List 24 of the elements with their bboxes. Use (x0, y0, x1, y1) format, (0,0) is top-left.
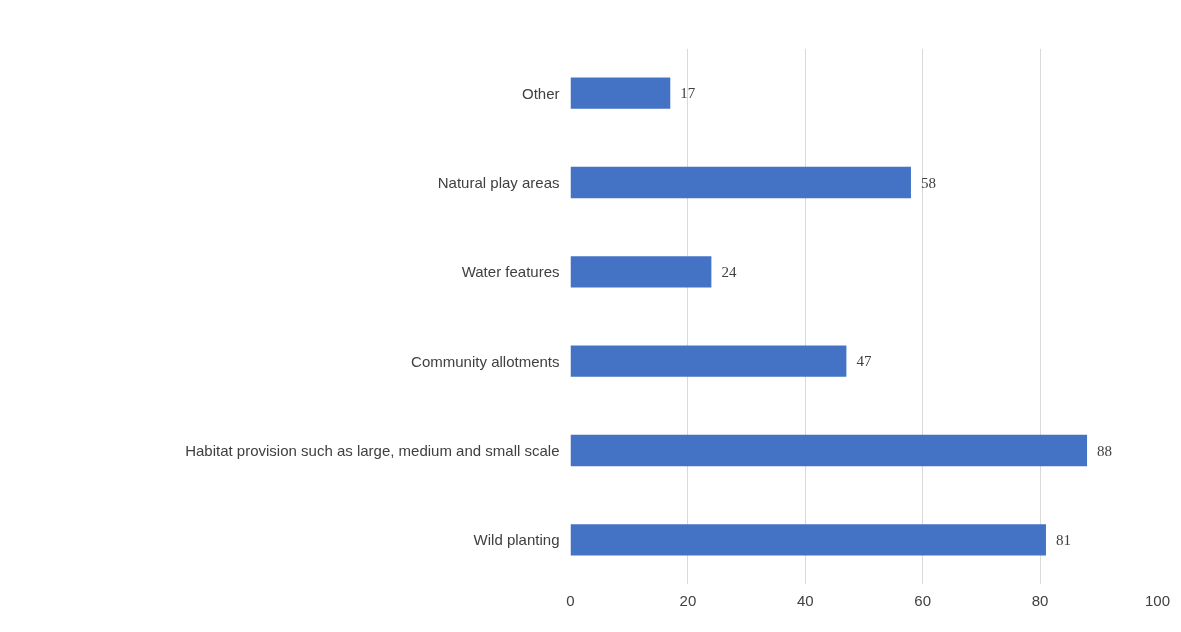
y-tick-label: Other (521, 84, 560, 102)
data-label: 17 (680, 85, 696, 102)
x-tick-label: 100 (1144, 591, 1171, 609)
bar (570, 77, 671, 109)
bar (570, 524, 1046, 556)
bar (570, 345, 847, 377)
data-label: 24 (721, 263, 737, 280)
x-tick-label: 20 (679, 591, 697, 609)
data-label: 81 (1055, 531, 1071, 548)
data-label: 47 (856, 353, 872, 370)
x-tick-label: 60 (914, 591, 932, 609)
bar (570, 256, 712, 288)
y-tick-label: Habitat provision such as large, medium and small scale (185, 442, 560, 459)
y-tick-label: Water features (461, 263, 560, 281)
bar (570, 434, 1088, 467)
bar (570, 166, 911, 199)
x-tick-label: 80 (1031, 591, 1049, 609)
x-tick-label: 0 (566, 591, 575, 609)
y-tick-label: Community allotments (411, 352, 560, 370)
data-label: 88 (1097, 442, 1113, 459)
data-label: 58 (920, 174, 936, 191)
y-tick-label: Natural play areas (437, 174, 560, 191)
y-tick-label: Wild planting (473, 531, 560, 549)
x-tick-label: 40 (796, 591, 814, 609)
